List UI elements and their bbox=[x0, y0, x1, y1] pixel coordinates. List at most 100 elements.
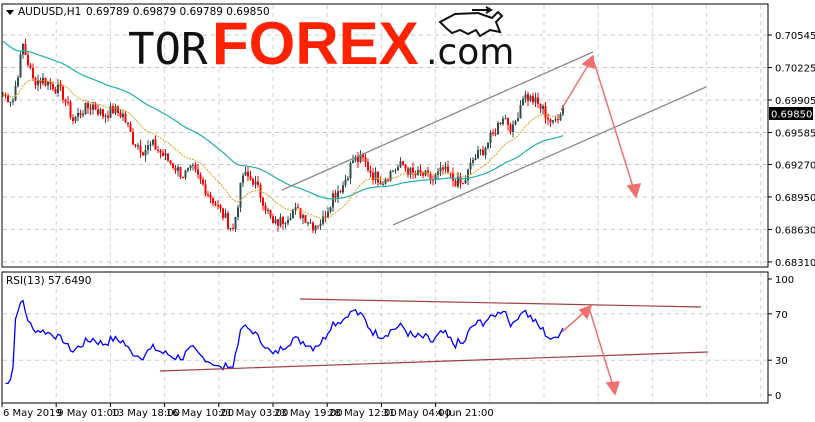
candle-body bbox=[317, 225, 319, 227]
candle-body bbox=[227, 213, 229, 229]
candle-body bbox=[169, 160, 172, 164]
candle-body bbox=[252, 179, 254, 185]
current-price-label: 0.69850 bbox=[769, 107, 813, 121]
candle-body bbox=[152, 139, 154, 145]
candle-body bbox=[339, 191, 342, 193]
time-tick-label: 21 May 03:00 bbox=[220, 408, 289, 419]
candle-body bbox=[264, 205, 267, 211]
logo-text-tor: TOR bbox=[128, 24, 208, 75]
candle-body bbox=[314, 225, 317, 231]
dropdown-triangle-icon[interactable] bbox=[6, 10, 14, 15]
candle-body bbox=[454, 180, 457, 187]
candle-body bbox=[324, 216, 327, 219]
candle-body bbox=[302, 215, 304, 219]
torforex-logo: TOR FOREX .com bbox=[128, 6, 514, 77]
candle-body bbox=[322, 216, 324, 224]
candle-body bbox=[559, 114, 562, 121]
candle-body bbox=[379, 182, 382, 184]
candle-body bbox=[242, 175, 244, 183]
rsi-label: RSI(13) 57.6490 bbox=[6, 275, 91, 287]
candle-body bbox=[489, 132, 492, 143]
candle-body bbox=[404, 164, 407, 169]
candle-body bbox=[214, 203, 217, 206]
candle-body bbox=[329, 207, 332, 212]
candle-body bbox=[159, 150, 162, 153]
channel-upper-line[interactable] bbox=[281, 51, 594, 191]
time-tick-label: 4 Jun 21:00 bbox=[437, 408, 494, 419]
candle-body bbox=[397, 167, 399, 171]
rsi-forecast-down-arrow bbox=[589, 310, 614, 387]
candle-body bbox=[532, 95, 534, 103]
price-tick-label: 0.70225 bbox=[775, 63, 815, 74]
forecast-down-arrow bbox=[593, 61, 635, 191]
candle-body bbox=[407, 168, 409, 175]
candle-body bbox=[64, 99, 67, 102]
candle-body bbox=[537, 97, 539, 104]
candle-body bbox=[52, 83, 54, 89]
candle-body bbox=[229, 227, 232, 229]
candle-body bbox=[389, 171, 392, 181]
candle-body bbox=[89, 108, 92, 110]
channel-lower-line[interactable] bbox=[392, 86, 707, 226]
candle-body bbox=[547, 117, 549, 120]
rsi-tick-label: 30 bbox=[775, 356, 788, 367]
candle-body bbox=[167, 153, 169, 161]
candle-body bbox=[212, 197, 214, 204]
symbol-label: AUDUSD,H1 bbox=[18, 6, 81, 18]
candle-body bbox=[447, 166, 449, 174]
time-tick-label: 31 May 04:00 bbox=[382, 408, 451, 419]
candle-body bbox=[319, 223, 322, 226]
candle-body bbox=[77, 112, 79, 117]
candle-body bbox=[299, 208, 302, 219]
candle-body bbox=[484, 147, 487, 156]
rsi-lower-trend-line[interactable] bbox=[159, 351, 709, 372]
rsi-upper-trend-line[interactable] bbox=[299, 298, 702, 308]
candle-body bbox=[272, 216, 274, 224]
candle-body bbox=[99, 109, 102, 115]
candle-body bbox=[207, 194, 209, 196]
candle-body bbox=[457, 176, 459, 187]
candle-body bbox=[122, 113, 124, 117]
candle-body bbox=[502, 118, 504, 125]
candle-body bbox=[439, 167, 442, 172]
candle-body bbox=[422, 172, 424, 176]
candle-body bbox=[382, 183, 384, 185]
candle-body bbox=[47, 81, 49, 86]
candle-body bbox=[352, 160, 354, 164]
time-tick-label: 16 May 10:00 bbox=[166, 408, 235, 419]
rsi-tick-label: 70 bbox=[775, 310, 788, 321]
candle-body bbox=[452, 173, 454, 181]
price-tick-label: 0.68630 bbox=[775, 225, 815, 236]
candle-body bbox=[469, 162, 472, 170]
candle-body bbox=[249, 176, 252, 180]
candle-body bbox=[497, 122, 499, 135]
candle-body bbox=[312, 222, 314, 231]
candle-body bbox=[194, 164, 197, 170]
candle-body bbox=[87, 102, 89, 109]
arrowhead-down-icon bbox=[626, 183, 642, 199]
candle-body bbox=[237, 207, 239, 217]
candle-body bbox=[534, 97, 537, 103]
candle-body bbox=[192, 164, 194, 166]
candle-body bbox=[174, 167, 177, 171]
candle-body bbox=[49, 81, 52, 84]
candle-body bbox=[232, 227, 234, 229]
candle-body bbox=[27, 54, 29, 66]
candle-body bbox=[387, 179, 389, 181]
candle-body bbox=[289, 218, 292, 221]
candle-body bbox=[427, 170, 429, 173]
price-axis[interactable]: 0.70545 0.70225 0.69905 0.69585 0.69270 0.689… bbox=[768, 31, 815, 269]
candle-body bbox=[429, 172, 432, 180]
candle-body bbox=[142, 152, 144, 156]
grid-lines bbox=[1, 5, 767, 402]
candle-body bbox=[187, 168, 189, 171]
candle-body bbox=[514, 121, 517, 125]
candle-body bbox=[164, 153, 167, 156]
candle-body bbox=[54, 88, 57, 94]
price-tick-label: 0.68310 bbox=[775, 258, 815, 269]
candle-body bbox=[157, 149, 159, 151]
candle-body bbox=[32, 67, 34, 79]
candle-body bbox=[524, 94, 527, 99]
